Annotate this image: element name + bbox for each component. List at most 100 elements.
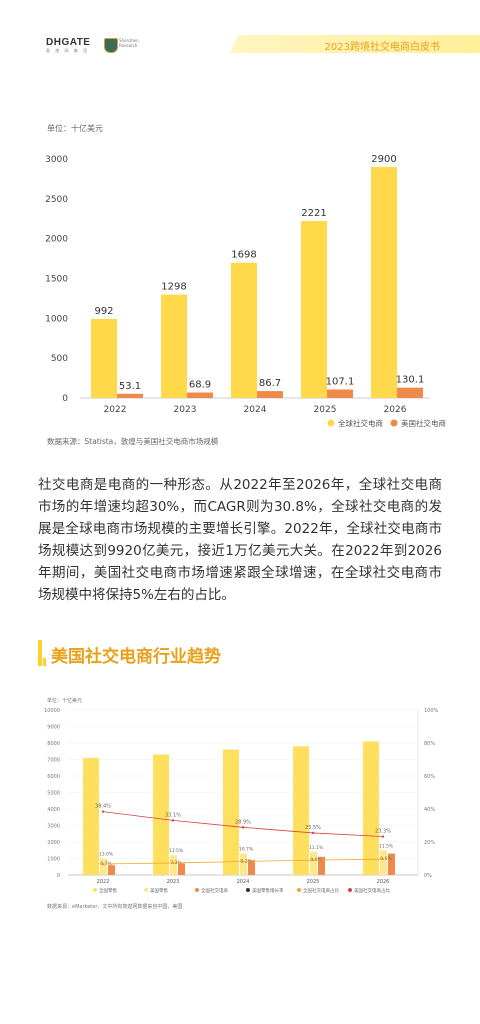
x-tick-label: 2024	[237, 879, 250, 885]
legend-label: 全国零售	[99, 887, 117, 894]
partner-logo-text: Shenzhen Research	[119, 38, 139, 48]
share-label: 9.6%	[380, 856, 392, 862]
y-tick-label: 1500	[45, 275, 68, 285]
us-value-label: 107.1	[326, 376, 355, 387]
y-tick-label: 3000	[47, 824, 60, 830]
social-bar	[318, 856, 325, 875]
x-tick-label: 2023	[167, 879, 180, 885]
y-tick-label: 3000	[45, 155, 68, 165]
us-bar	[397, 387, 423, 398]
legend-marker	[195, 888, 199, 892]
document-title: 2023跨境社交电商白皮书	[324, 42, 440, 53]
legend-marker	[144, 888, 148, 892]
chart2-source: 数据来源：eMarketer，文中所有敦煌网数据来自中国，美国	[47, 904, 183, 910]
legend-label: 全国社交电商占比	[303, 887, 339, 894]
growth-label: 38.4%	[95, 804, 111, 810]
partner-crest-icon	[104, 38, 118, 53]
us-retail-bar	[170, 855, 177, 875]
us-bar	[257, 391, 283, 398]
legend-marker	[297, 888, 301, 892]
bar-pct-label: 11.1%	[309, 845, 324, 851]
x-tick-label: 2022	[104, 405, 127, 415]
us-retail-bar	[240, 853, 247, 875]
us-bar	[327, 389, 353, 398]
legend-label: 美国零售增长率	[252, 887, 284, 894]
legend-marker	[246, 888, 250, 892]
dhgate-logo-subtitle: 敦 煌 网 集 团	[46, 48, 90, 53]
x-tick-label: 2022	[97, 879, 110, 885]
x-tick-label: 2024	[244, 405, 267, 415]
legend-label: 全国社交电商	[201, 887, 228, 894]
y2-tick-label: 60%	[424, 774, 435, 780]
x-tick-label: 2026	[377, 879, 390, 885]
y2-tick-label: 80%	[424, 741, 435, 747]
global-bar	[371, 166, 397, 398]
dhgate-logo: DHGATE	[46, 37, 91, 48]
legend-global-marker	[327, 419, 335, 427]
y2-tick-label: 20%	[424, 840, 435, 846]
global-value-label: 1698	[231, 250, 256, 261]
y2-tick-label: 40%	[424, 807, 435, 813]
legend-marker	[348, 888, 352, 892]
y-tick-label: 2000	[45, 235, 68, 245]
section-accent-bar	[38, 640, 42, 666]
y-tick-label: 7000	[47, 758, 60, 764]
y-tick-label: 4000	[47, 807, 60, 813]
chart1-unit-label: 单位：十亿美元	[47, 124, 103, 133]
x-tick-label: 2025	[307, 879, 320, 885]
legend-marker	[93, 888, 97, 892]
chart2-unit-label: 单位：十亿美元	[47, 698, 83, 704]
y-tick-label: 1000	[45, 314, 68, 324]
section-title: 美国社交电商行业趋势	[51, 647, 221, 667]
chart1-source: 数据来源：Statista，敦煌与美国社交电商市场规模	[47, 437, 219, 446]
growth-line	[102, 811, 384, 837]
global-value-label: 2221	[301, 208, 326, 219]
retail-bar	[363, 741, 379, 875]
social-bar	[108, 865, 115, 875]
legend-label: 美国零售	[150, 887, 168, 894]
y-tick-label: 0	[62, 394, 68, 404]
legend-global-label: 全球社交电商	[338, 418, 383, 428]
page-header: DHGATE 敦 煌 网 集 团 Shenzhen Research 2023跨…	[0, 0, 480, 60]
x-tick-label: 2026	[384, 405, 407, 415]
us-bar	[117, 393, 143, 398]
y2-tick-label: 100%	[424, 708, 439, 714]
global-bar	[161, 294, 187, 398]
global-value-label: 2900	[371, 154, 396, 165]
legend-label: 美国社交电商占比	[354, 887, 390, 894]
us-value-label: 130.1	[396, 375, 425, 386]
social-bar	[178, 863, 185, 875]
section-accent-bar-small	[43, 658, 46, 666]
growth-label: 33.1%	[165, 812, 181, 818]
x-tick-label: 2025	[314, 405, 337, 415]
legend-us-label: 美国社交电商	[401, 418, 446, 428]
y-tick-label: 5000	[47, 791, 60, 797]
global-bar	[91, 318, 117, 398]
us-retail-bar	[380, 850, 387, 875]
retail-bar	[83, 757, 99, 875]
bar-pct-label: 10.7%	[239, 847, 254, 853]
global-value-label: 1298	[161, 282, 186, 293]
global-bar	[301, 221, 327, 398]
y-tick-label: 6000	[47, 774, 60, 780]
growth-label: 25.5%	[305, 825, 321, 831]
retail-bar	[293, 746, 309, 875]
us-bar	[187, 392, 213, 398]
global-value-label: 992	[94, 306, 113, 317]
us-retail-bar	[310, 851, 317, 875]
y-tick-label: 2500	[45, 195, 68, 205]
global-social-commerce-chart: 0 500 1000 1500 2000 2500 3000 992 53.1 2022 1298 6…	[45, 154, 446, 428]
y2-tick-label: 0%	[424, 873, 432, 879]
y-tick-label: 0	[57, 873, 60, 879]
us-social-commerce-chart: 0 1000 2000 3000 4000 5000 6000 7000 8000 9000 100…	[44, 708, 439, 894]
bar-pct-label: 13.0%	[99, 852, 114, 858]
y-tick-label: 10000	[44, 708, 60, 714]
body-paragraph: 社交电商是电商的一种形态。从2022年至2026年，全球社交电商市场的年增速均超…	[38, 477, 442, 603]
us-retail-bar	[100, 858, 107, 875]
us-value-label: 86.7	[259, 378, 281, 389]
growth-label: 23.3%	[375, 829, 391, 835]
us-value-label: 68.9	[189, 380, 211, 391]
y-tick-label: 8000	[47, 741, 60, 747]
bar-pct-label: 11.5%	[379, 843, 394, 849]
social-bar	[248, 860, 255, 875]
